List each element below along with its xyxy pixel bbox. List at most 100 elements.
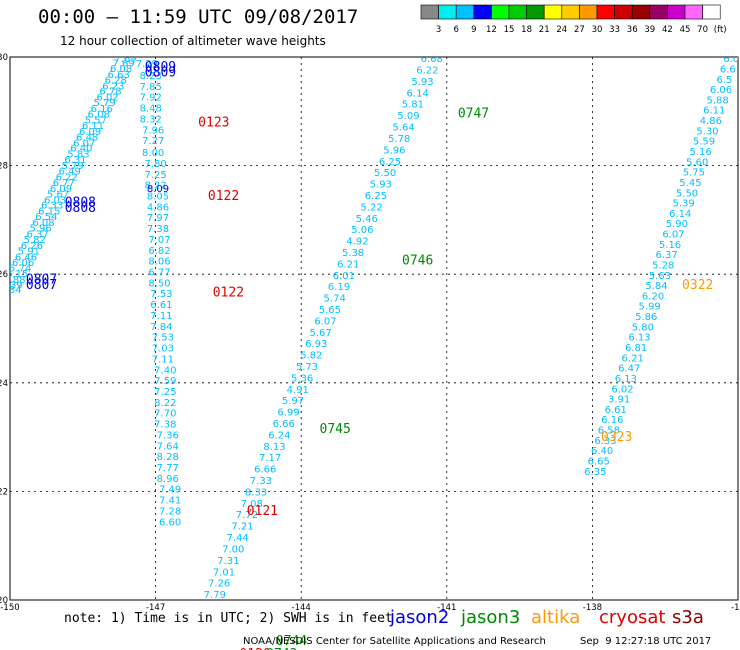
wave-height-value: 6.31	[64, 155, 86, 166]
wave-height-value: 5.16	[689, 147, 711, 158]
wave-height-value: 7.85	[140, 82, 162, 93]
wave-height-value: 5.60	[686, 157, 708, 168]
wave-height-value: 6.09	[50, 184, 72, 195]
wave-height-value: 5.91	[18, 246, 40, 257]
wave-height-value: 5.63	[649, 271, 671, 282]
color-scale-label: 30	[592, 25, 603, 35]
wave-height-value: 6.25	[365, 191, 387, 202]
wave-height-value: 6.11	[703, 106, 725, 117]
wave-height-value: 6.22	[56, 173, 78, 184]
wave-height-value: 5.84	[645, 281, 667, 292]
wave-height-value: 7.53	[152, 333, 174, 344]
wave-height-value: 5.39	[0, 281, 22, 292]
wave-height-value: 6.63	[108, 70, 130, 81]
mission-label-cryosat: cryosat	[599, 607, 666, 628]
pass-time-label: 0121	[247, 504, 278, 519]
wave-height-value: 8.00	[142, 148, 164, 159]
wave-height-value: 6.20	[642, 291, 664, 302]
wave-height-value: 6.08	[110, 64, 132, 75]
wave-height-value: 5.96	[383, 145, 405, 156]
wave-height-value: 8.23	[140, 71, 162, 82]
wave-height-value: 5.82	[300, 351, 322, 362]
pass-time-label: 0743	[266, 647, 297, 650]
color-scale-label: 36	[627, 25, 638, 35]
wave-height-value: 5.79	[61, 161, 83, 172]
y-tick-label: 26	[0, 270, 8, 280]
wave-height-value: 6.06	[12, 258, 34, 269]
pass-time-label: 0747	[458, 106, 489, 121]
wave-height-value: 7.41	[159, 496, 181, 507]
wave-height-value: 6.21	[337, 259, 359, 270]
wave-height-value: 5.36	[291, 373, 313, 384]
wave-height-value: 5.81	[402, 100, 424, 111]
footer-note: note: 1) Time is in UTC; 2) SWH is in fe…	[64, 611, 393, 626]
wave-height-value: 5.99	[639, 302, 661, 313]
wave-height-value: 5.06	[351, 225, 373, 236]
pass-time-label: 0809	[145, 66, 176, 81]
wave-height-value: 5.82	[24, 235, 46, 246]
wave-height-value: 6.65	[588, 456, 610, 467]
wave-height-value: 5.97	[282, 396, 304, 407]
wave-height-value: 7.69	[114, 54, 136, 65]
wave-height-value: 5.78	[388, 134, 410, 145]
wave-height-value: 6.77	[53, 178, 75, 189]
wave-height-value: 6.16	[601, 415, 623, 426]
wave-height-value: 5.50	[676, 188, 698, 199]
wave-height-value: 8.06	[148, 257, 170, 268]
plot-area: 7.697.696.086.636.286.236.786.025.796.16…	[0, 54, 738, 600]
credit-text: NOAA/NESDIS Center for Satellite Applica…	[243, 636, 546, 647]
color-scale-label: (ft)	[714, 25, 727, 35]
wave-height-value: 5.16	[659, 240, 681, 251]
wave-height-value: 8.22	[154, 398, 176, 409]
wave-height-value: 7.17	[259, 453, 281, 464]
wave-height-value: 6.5	[716, 75, 732, 86]
y-tick-label: 20	[0, 596, 8, 606]
wave-height-value: 6.66	[254, 465, 276, 476]
wave-height-value: 6.23	[102, 81, 124, 92]
y-tick-label: 28	[0, 162, 8, 172]
wave-height-value: 8.13	[263, 442, 285, 453]
wave-height-value: 5.86	[635, 312, 657, 323]
color-scale-label: 33	[609, 25, 620, 35]
wave-height-value: 7.69	[112, 58, 134, 69]
x-tick-label: -13	[731, 603, 740, 613]
wave-height-value: 6.02	[96, 93, 118, 104]
x-tick-label: -138	[583, 603, 602, 613]
x-tick-label: -141	[437, 603, 456, 613]
wave-height-value: 6.35	[584, 467, 606, 478]
chart-title: 00:00 – 11:59 UTC 09/08/2017	[38, 6, 359, 28]
wave-height-value: 7.28	[159, 506, 181, 517]
wave-height-value: 7.59	[154, 376, 176, 387]
wave-height-value: 7.77	[157, 463, 179, 474]
pass-time-label: 0120	[239, 647, 270, 650]
wave-height-value: 6.60	[159, 517, 181, 528]
wave-height-value: 6.08	[32, 218, 54, 229]
wave-height-value: 7.11	[152, 354, 174, 365]
pass-time-label: 0746	[402, 254, 433, 269]
wave-height-value: 8.22	[144, 181, 166, 192]
wave-height-value: 6.66	[273, 419, 295, 430]
wave-height-value: 5.83	[67, 150, 89, 161]
wave-height-value: 7.92	[140, 93, 162, 104]
wave-height-value: 6.25	[379, 157, 401, 168]
pass-time-label: 0809	[145, 60, 176, 75]
x-tick-label: -150	[0, 603, 19, 613]
wave-height-value: 8.05	[147, 192, 169, 203]
wave-height-value: 7.38	[154, 420, 176, 431]
wave-height-value: 7.80	[144, 159, 166, 170]
wave-height-value: 6.46	[15, 252, 37, 263]
wave-height-value: 6.15	[6, 269, 28, 280]
wave-height-value: 5.96	[29, 224, 51, 235]
wave-height-value: 7.11	[150, 311, 172, 322]
generated-timestamp: Sep 9 12:27:18 UTC 2017	[580, 636, 712, 647]
wave-height-value: 4.91	[287, 385, 309, 396]
color-scale-label: 24	[556, 25, 567, 35]
wave-height-value: 6.09	[79, 127, 101, 138]
mission-label-jason2: jason2	[390, 607, 450, 628]
color-scale-label: 3	[436, 25, 441, 35]
wave-height-value: 4.86	[147, 202, 169, 213]
pass-time-label: 0807	[26, 278, 57, 293]
wave-height-value: 7.72	[236, 510, 258, 521]
color-scale-label: 15	[504, 25, 515, 35]
